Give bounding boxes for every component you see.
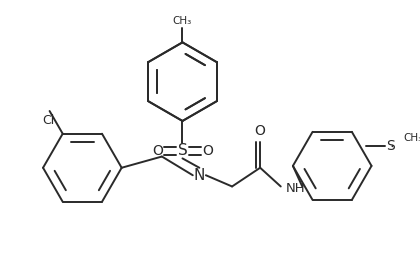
Text: S: S (386, 139, 395, 153)
Text: CH₃: CH₃ (404, 133, 420, 143)
Text: N: N (194, 168, 205, 183)
Text: CH₃: CH₃ (173, 16, 192, 26)
Text: O: O (255, 124, 265, 138)
Text: S: S (178, 143, 187, 158)
Text: O: O (202, 144, 213, 158)
Text: Cl: Cl (42, 114, 55, 127)
Text: NH: NH (286, 182, 305, 195)
Text: O: O (152, 144, 163, 158)
